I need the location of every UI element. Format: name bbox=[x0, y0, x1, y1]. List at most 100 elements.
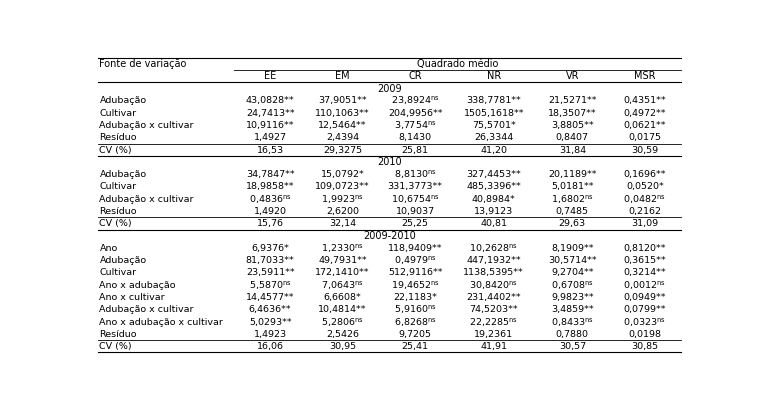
Text: Adubação x cultivar: Adubação x cultivar bbox=[99, 121, 194, 130]
Text: 31,09: 31,09 bbox=[631, 219, 659, 228]
Text: 0,0482$^{\mathregular{ns}}$: 0,0482$^{\mathregular{ns}}$ bbox=[624, 193, 666, 206]
Text: 118,9409**: 118,9409** bbox=[388, 244, 443, 253]
Text: CR: CR bbox=[409, 71, 422, 81]
Text: 31,84: 31,84 bbox=[559, 145, 586, 155]
Text: Resíduo: Resíduo bbox=[99, 133, 137, 142]
Text: 19,4652$^{\mathregular{ns}}$: 19,4652$^{\mathregular{ns}}$ bbox=[390, 279, 440, 291]
Text: 2009: 2009 bbox=[377, 84, 402, 94]
Text: 338,7781**: 338,7781** bbox=[466, 96, 521, 105]
Text: 15,0792*: 15,0792* bbox=[321, 170, 365, 179]
Text: 74,5203**: 74,5203** bbox=[469, 305, 518, 314]
Text: 30,5714**: 30,5714** bbox=[548, 256, 597, 265]
Text: CV (%): CV (%) bbox=[99, 145, 132, 155]
Text: 21,5271**: 21,5271** bbox=[548, 96, 597, 105]
Text: 5,9160$^{\mathregular{ns}}$: 5,9160$^{\mathregular{ns}}$ bbox=[393, 303, 437, 316]
Text: 1,4927: 1,4927 bbox=[254, 133, 287, 142]
Text: 231,4402**: 231,4402** bbox=[466, 293, 521, 302]
Text: Ano x adubação x cultivar: Ano x adubação x cultivar bbox=[99, 318, 224, 327]
Text: 9,2704**: 9,2704** bbox=[551, 268, 594, 277]
Text: Ano x adubação: Ano x adubação bbox=[99, 281, 176, 290]
Text: MSR: MSR bbox=[634, 71, 656, 81]
Text: 10,4814**: 10,4814** bbox=[318, 305, 367, 314]
Text: 8,8130$^{\mathregular{ns}}$: 8,8130$^{\mathregular{ns}}$ bbox=[393, 168, 437, 181]
Text: 25,41: 25,41 bbox=[402, 342, 428, 351]
Text: 0,0520*: 0,0520* bbox=[626, 182, 664, 192]
Text: Ano: Ano bbox=[99, 244, 117, 253]
Text: 331,3773**: 331,3773** bbox=[387, 182, 443, 192]
Text: 0,8120**: 0,8120** bbox=[624, 244, 666, 253]
Text: 1,4923: 1,4923 bbox=[254, 330, 287, 339]
Text: 1,9923$^{\mathregular{ns}}$: 1,9923$^{\mathregular{ns}}$ bbox=[321, 193, 364, 206]
Text: 30,8420$^{\mathregular{ns}}$: 30,8420$^{\mathregular{ns}}$ bbox=[469, 279, 518, 291]
Text: 3,8805**: 3,8805** bbox=[551, 121, 594, 130]
Text: 5,5870$^{\mathregular{ns}}$: 5,5870$^{\mathregular{ns}}$ bbox=[249, 279, 292, 291]
Text: 1138,5395**: 1138,5395** bbox=[463, 268, 524, 277]
Text: 0,7485: 0,7485 bbox=[556, 207, 589, 216]
Text: 0,3615**: 0,3615** bbox=[624, 256, 666, 265]
Text: VR: VR bbox=[565, 71, 579, 81]
Text: 22,1183*: 22,1183* bbox=[393, 293, 437, 302]
Text: Cultivar: Cultivar bbox=[99, 109, 136, 118]
Text: 2,4394: 2,4394 bbox=[326, 133, 359, 142]
Text: 14,4577**: 14,4577** bbox=[246, 293, 294, 302]
Text: 1,2330$^{\mathregular{ns}}$: 1,2330$^{\mathregular{ns}}$ bbox=[321, 242, 364, 255]
Text: 29,3275: 29,3275 bbox=[323, 145, 362, 155]
Text: Adubação x cultivar: Adubação x cultivar bbox=[99, 305, 194, 314]
Text: 9,7205: 9,7205 bbox=[399, 330, 431, 339]
Text: 15,76: 15,76 bbox=[257, 219, 283, 228]
Text: 24,7413**: 24,7413** bbox=[246, 109, 294, 118]
Text: Resíduo: Resíduo bbox=[99, 330, 137, 339]
Text: 10,6754$^{\mathregular{ns}}$: 10,6754$^{\mathregular{ns}}$ bbox=[390, 193, 440, 206]
Text: NR: NR bbox=[487, 71, 501, 81]
Text: Adubação x cultivar: Adubação x cultivar bbox=[99, 194, 194, 204]
Text: 6,4636**: 6,4636** bbox=[249, 305, 292, 314]
Text: 25,81: 25,81 bbox=[402, 145, 428, 155]
Text: 41,91: 41,91 bbox=[481, 342, 507, 351]
Text: Resíduo: Resíduo bbox=[99, 207, 137, 216]
Text: Quadrado médio: Quadrado médio bbox=[417, 59, 498, 69]
Text: 0,0175: 0,0175 bbox=[628, 133, 661, 142]
Text: 6,9376*: 6,9376* bbox=[251, 244, 289, 253]
Text: 25,25: 25,25 bbox=[402, 219, 428, 228]
Text: 0,0012$^{\mathregular{ns}}$: 0,0012$^{\mathregular{ns}}$ bbox=[624, 279, 666, 291]
Text: 12,5464**: 12,5464** bbox=[318, 121, 367, 130]
Text: 0,8433$^{\mathregular{ns}}$: 0,8433$^{\mathregular{ns}}$ bbox=[551, 315, 594, 328]
Text: 32,14: 32,14 bbox=[329, 219, 356, 228]
Text: 5,0293**: 5,0293** bbox=[249, 318, 292, 327]
Text: 7,0643$^{\mathregular{ns}}$: 7,0643$^{\mathregular{ns}}$ bbox=[321, 279, 364, 291]
Text: 0,4351**: 0,4351** bbox=[624, 96, 666, 105]
Text: 2009-2010: 2009-2010 bbox=[363, 231, 415, 241]
Text: 512,9116**: 512,9116** bbox=[388, 268, 443, 277]
Text: 30,59: 30,59 bbox=[631, 145, 659, 155]
Text: Fonte de variação: Fonte de variação bbox=[99, 59, 186, 69]
Text: 0,6708$^{\mathregular{ns}}$: 0,6708$^{\mathregular{ns}}$ bbox=[551, 279, 594, 291]
Text: CV (%): CV (%) bbox=[99, 219, 132, 228]
Text: 3,7754$^{\mathregular{ns}}$: 3,7754$^{\mathregular{ns}}$ bbox=[394, 119, 437, 132]
Text: 16,06: 16,06 bbox=[257, 342, 283, 351]
Text: EE: EE bbox=[264, 71, 276, 81]
Text: 485,3396**: 485,3396** bbox=[466, 182, 521, 192]
Text: 0,7880: 0,7880 bbox=[556, 330, 589, 339]
Text: Adubação: Adubação bbox=[99, 96, 146, 105]
Text: 0,0799**: 0,0799** bbox=[624, 305, 666, 314]
Text: 6,6608*: 6,6608* bbox=[324, 293, 362, 302]
Text: 9,9823**: 9,9823** bbox=[551, 293, 594, 302]
Text: 81,7033**: 81,7033** bbox=[246, 256, 295, 265]
Text: Adubação: Adubação bbox=[99, 256, 146, 265]
Text: 49,7931**: 49,7931** bbox=[318, 256, 367, 265]
Text: 29,63: 29,63 bbox=[559, 219, 586, 228]
Text: 204,9956**: 204,9956** bbox=[388, 109, 443, 118]
Text: 41,20: 41,20 bbox=[481, 145, 507, 155]
Text: 22,2285$^{\mathregular{ns}}$: 22,2285$^{\mathregular{ns}}$ bbox=[469, 315, 518, 328]
Text: 10,9037: 10,9037 bbox=[396, 207, 434, 216]
Text: 0,3214**: 0,3214** bbox=[624, 268, 666, 277]
Text: 3,4859**: 3,4859** bbox=[551, 305, 594, 314]
Text: 23,5911**: 23,5911** bbox=[246, 268, 294, 277]
Text: 30,57: 30,57 bbox=[559, 342, 586, 351]
Text: 6,8268$^{\mathregular{ns}}$: 6,8268$^{\mathregular{ns}}$ bbox=[393, 315, 437, 328]
Text: 2010: 2010 bbox=[377, 158, 402, 167]
Text: 34,7847**: 34,7847** bbox=[246, 170, 294, 179]
Text: 13,9123: 13,9123 bbox=[474, 207, 513, 216]
Text: 110,1063**: 110,1063** bbox=[315, 109, 370, 118]
Text: 0,8407: 0,8407 bbox=[556, 133, 589, 142]
